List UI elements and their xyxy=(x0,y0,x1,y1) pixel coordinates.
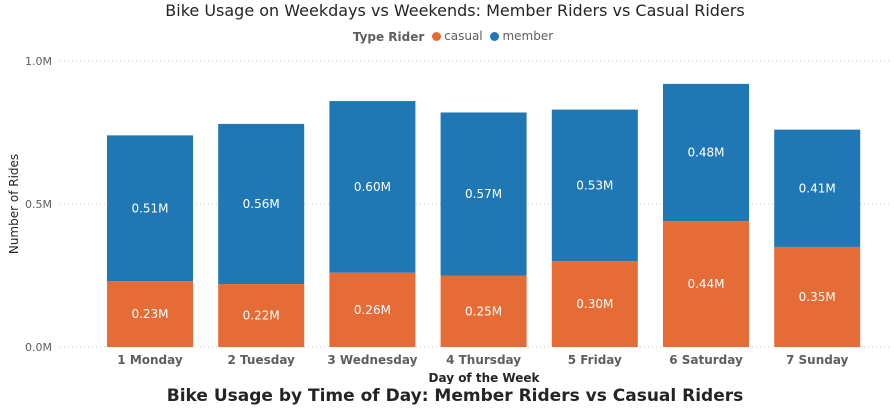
data-label: 0.51M xyxy=(131,201,168,215)
data-label: 0.25M xyxy=(465,304,502,318)
bar-casual[interactable] xyxy=(440,275,527,348)
bar-member[interactable] xyxy=(551,109,638,262)
data-label: 0.60M xyxy=(354,180,391,194)
bar-member[interactable] xyxy=(107,135,193,282)
x-tick-label: 2 Tuesday xyxy=(228,353,296,367)
next-chart-title: Bike Usage by Time of Day: Member Riders… xyxy=(166,386,744,406)
y-tick-label: 0.5M xyxy=(25,198,52,211)
bar-casual[interactable] xyxy=(663,221,749,347)
bar-casual[interactable] xyxy=(329,272,416,347)
x-tick-label: 6 Saturday xyxy=(669,353,743,367)
bar-member[interactable] xyxy=(774,129,861,247)
data-label: 0.30M xyxy=(576,297,613,311)
x-tick-label: 7 Sunday xyxy=(786,353,849,367)
bar-member[interactable] xyxy=(440,112,527,276)
stacked-bar-chart: 0.0M 0.5M 1.0M Number of Rides 0.23M 0.51M 1 M… xyxy=(7,55,892,384)
data-label: 0.48M xyxy=(687,146,724,160)
x-tick-label: 4 Thursday xyxy=(446,353,521,367)
x-tick-label: 3 Wednesday xyxy=(327,353,417,367)
bar-casual[interactable] xyxy=(218,284,305,347)
legend-item-casual[interactable]: casual xyxy=(432,29,483,43)
data-label: 0.44M xyxy=(687,277,724,291)
data-label: 0.22M xyxy=(243,309,280,323)
y-axis-title: Number of Rides xyxy=(7,154,21,254)
y-tick-label: 1.0M xyxy=(25,55,52,68)
x-axis-title: Day of the Week xyxy=(429,371,541,384)
bar-member[interactable] xyxy=(218,123,305,285)
bar-member[interactable] xyxy=(663,83,749,222)
legend-marker-member xyxy=(490,31,500,41)
data-label: 0.41M xyxy=(799,181,836,195)
y-tick-label: 0.0M xyxy=(25,341,52,354)
data-label: 0.53M xyxy=(576,178,613,192)
bar-member[interactable] xyxy=(329,101,416,273)
x-tick-label: 1 Monday xyxy=(117,353,183,367)
x-tick-label: 5 Friday xyxy=(568,353,622,367)
data-label: 0.26M xyxy=(354,303,391,317)
data-label: 0.56M xyxy=(243,197,280,211)
bar-casual[interactable] xyxy=(774,246,861,347)
legend-item-member[interactable]: member xyxy=(490,29,553,43)
legend-marker-casual xyxy=(432,31,442,41)
bar-casual[interactable] xyxy=(551,261,638,347)
bar-casual[interactable] xyxy=(107,281,193,347)
legend-label-casual: casual xyxy=(444,29,483,43)
data-label: 0.57M xyxy=(465,187,502,201)
data-label: 0.35M xyxy=(799,290,836,304)
data-label: 0.23M xyxy=(131,307,168,321)
legend: Type Rider casual member xyxy=(0,29,894,44)
legend-label-member: member xyxy=(502,29,554,43)
chart-title: Bike Usage on Weekdays vs Weekends: Memb… xyxy=(165,1,745,20)
legend-title: Type Rider xyxy=(352,29,425,44)
